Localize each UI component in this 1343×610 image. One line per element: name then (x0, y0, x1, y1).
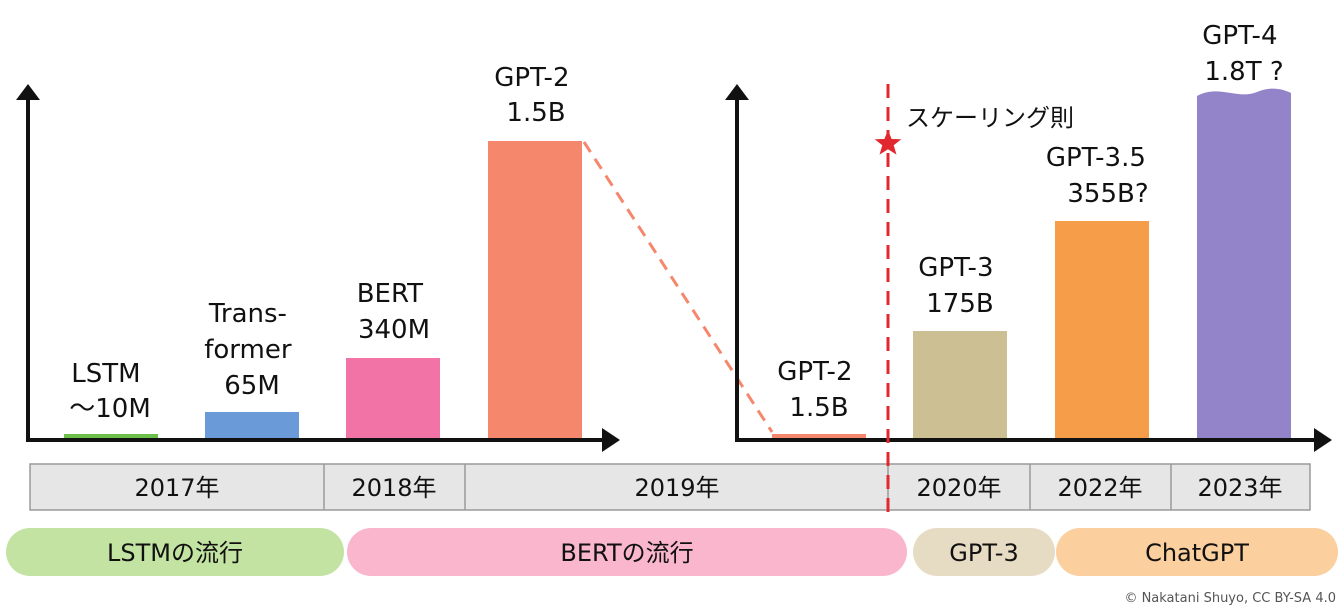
year-label: 2020年 (916, 474, 1001, 502)
era-label: ChatGPT (1145, 539, 1249, 567)
year-label: 2019年 (634, 474, 719, 502)
scale-connector-line (582, 141, 774, 433)
right-x-axis-arrow (1314, 428, 1332, 452)
scaling-law-label: スケーリング則 (906, 104, 1074, 132)
right-y-axis-arrow (725, 84, 749, 100)
label-bert: BERT 340M (357, 279, 432, 345)
left-chart: LSTM 〜10M Trans- former 65M BERT 340M GP… (16, 63, 620, 452)
label-lstm: LSTM 〜10M (69, 359, 151, 424)
bar-gpt4 (1197, 88, 1291, 438)
year-band-background (29, 463, 1311, 511)
label-gpt35: GPT-3.5 355B? (1046, 143, 1154, 209)
era-label: BERTの流行 (560, 539, 693, 567)
era-label: LSTMの流行 (107, 539, 243, 567)
bar-lstm (64, 434, 158, 438)
bar-gpt35 (1055, 221, 1149, 438)
year-label: 2018年 (351, 474, 436, 502)
era-label: GPT-3 (949, 539, 1018, 567)
year-label: 2023年 (1197, 474, 1282, 502)
era-pill-lstm (6, 528, 344, 576)
year-label: 2017年 (134, 474, 219, 502)
bar-gpt3 (913, 331, 1007, 438)
label-gpt4: GPT-4 1.8T ? (1202, 21, 1286, 87)
year-band: 2017年 2018年 2019年 2020年 2022年 2023年 (29, 463, 1311, 511)
left-x-axis-arrow (602, 428, 620, 452)
bar-transformer (205, 412, 299, 438)
bar-gpt2-right (772, 434, 866, 438)
star-icon (874, 130, 902, 155)
era-pill-gpt3 (913, 528, 1055, 576)
label-transformer: Trans- former 65M (204, 299, 300, 401)
year-label: 2022年 (1057, 474, 1142, 502)
copyright-notice: © Nakatani Shuyo, CC BY-SA 4.0 (1124, 591, 1336, 606)
era-band: LSTMの流行 BERTの流行 GPT-3 ChatGPT (6, 528, 1338, 576)
left-y-axis-arrow (16, 84, 40, 100)
label-gpt3: GPT-3 175B (918, 253, 1002, 319)
label-gpt2-right: GPT-2 1.5B (777, 357, 861, 423)
label-gpt2-left: GPT-2 1.5B (494, 63, 578, 128)
era-pill-bert (347, 528, 907, 576)
era-pill-chatgpt (1056, 528, 1338, 576)
bar-bert (346, 358, 440, 438)
right-chart: GPT-2 1.5B GPT-3 175B GPT-3.5 355B? GPT-… (725, 21, 1332, 452)
bar-gpt2-left (488, 141, 582, 438)
